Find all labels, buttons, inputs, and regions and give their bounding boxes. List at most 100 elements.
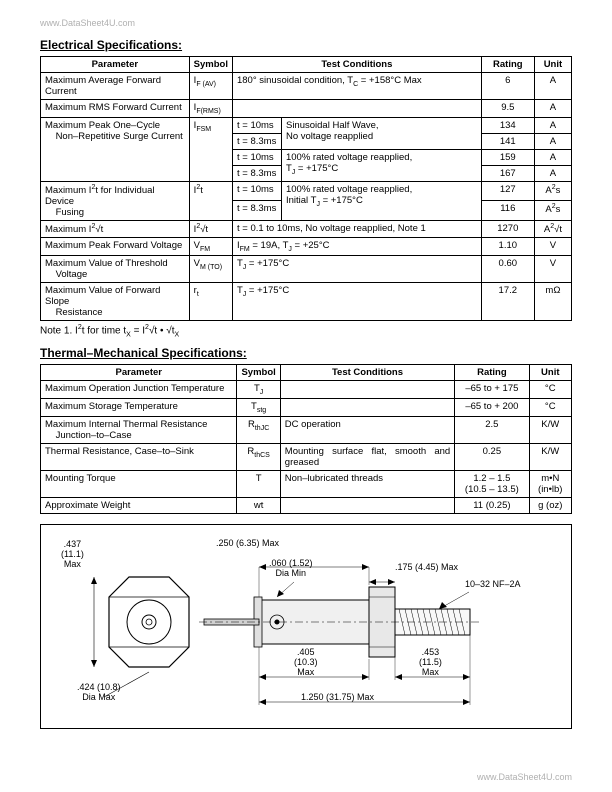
unit: m•N(in•lb) — [529, 471, 571, 498]
symbol: VM (TO) — [189, 256, 232, 283]
unit: A2√t — [534, 221, 571, 238]
watermark-top: www.DataSheet4U.com — [40, 18, 135, 28]
symbol: VFM — [189, 238, 232, 256]
tc: DC operation — [280, 417, 454, 444]
therm-spec-title: Thermal–Mechanical Specifications: — [40, 346, 572, 360]
symbol: rt — [189, 283, 232, 321]
param: Maximum I2√t — [41, 221, 190, 238]
tc: TJ = +175°C — [232, 283, 481, 321]
rating: 17.2 — [481, 283, 534, 321]
unit: A — [534, 165, 571, 181]
rating: –65 to + 175 — [455, 381, 529, 399]
param: Maximum Value of Threshold Voltage — [41, 256, 190, 283]
dim-405: .405(10.3)Max — [294, 648, 318, 678]
th-test-conditions: Test Conditions — [280, 365, 454, 381]
rating: 134 — [481, 117, 534, 133]
tc — [232, 100, 481, 118]
unit: A2s — [534, 181, 571, 201]
dim-thread: 10–32 NF–2A — [465, 580, 521, 590]
tc: t = 0.1 to 10ms, No voltage reapplied, N… — [232, 221, 481, 238]
th-unit: Unit — [534, 57, 571, 73]
symbol: I2t — [189, 181, 232, 220]
rating: 6 — [481, 73, 534, 100]
th-symbol: Symbol — [189, 57, 232, 73]
param: Maximum I2t for Individual Device Fusing — [41, 181, 190, 220]
unit: °C — [529, 381, 571, 399]
tc: Mounting surface flat, smooth and grease… — [280, 444, 454, 471]
param: Thermal Resistance, Case–to–Sink — [41, 444, 237, 471]
note-1: Note 1. I2t for time tX = I2√t • √tX — [40, 324, 572, 338]
unit: V — [534, 238, 571, 256]
dimension-drawing: .437(11.1)Max .250 (6.35) Max .060 (1.52… — [40, 524, 572, 729]
tc: Sinusoidal Half Wave,No voltage reapplie… — [281, 117, 481, 149]
th-parameter: Parameter — [41, 57, 190, 73]
symbol: RthJC — [237, 417, 280, 444]
rating: –65 to + 200 — [455, 399, 529, 417]
page-content: Electrical Specifications: Parameter Sym… — [0, 0, 612, 749]
th-parameter: Parameter — [41, 365, 237, 381]
unit: °C — [529, 399, 571, 417]
unit: K/W — [529, 417, 571, 444]
rating: 159 — [481, 149, 534, 165]
dim-453: .453(11.5)Max — [419, 648, 442, 678]
unit: g (oz) — [529, 498, 571, 514]
symbol: Tstg — [237, 399, 280, 417]
tc: 100% rated voltage reapplied,Initial TJ … — [281, 181, 481, 220]
symbol: IF(RMS) — [189, 100, 232, 118]
unit: A — [534, 117, 571, 133]
rating: 116 — [481, 201, 534, 221]
param: Approximate Weight — [41, 498, 237, 514]
rating: 167 — [481, 165, 534, 181]
rating: 1270 — [481, 221, 534, 238]
unit: V — [534, 256, 571, 283]
tc — [280, 381, 454, 399]
symbol: wt — [237, 498, 280, 514]
dim-424: .424 (10.8)Dia Max — [77, 683, 121, 703]
th-unit: Unit — [529, 365, 571, 381]
symbol: IFSM — [189, 117, 232, 181]
tc: 100% rated voltage reapplied,TJ = +175°C — [281, 149, 481, 181]
symbol: TJ — [237, 381, 280, 399]
tc: 180° sinusoidal condition, TC = +158°C M… — [232, 73, 481, 100]
rating: 2.5 — [455, 417, 529, 444]
th-rating: Rating — [455, 365, 529, 381]
therm-spec-table: Parameter Symbol Test Conditions Rating … — [40, 364, 572, 514]
param: Maximum Internal Thermal Resistance Junc… — [41, 417, 237, 444]
elec-spec-table: Parameter Symbol Test Conditions Rating … — [40, 56, 572, 321]
tc-t: t = 8.3ms — [232, 165, 281, 181]
rating: 141 — [481, 133, 534, 149]
th-symbol: Symbol — [237, 365, 280, 381]
tc: TJ = +175°C — [232, 256, 481, 283]
tc: Non–lubricated threads — [280, 471, 454, 498]
symbol: RthCS — [237, 444, 280, 471]
tc-t: t = 10ms — [232, 149, 281, 165]
unit: A — [534, 149, 571, 165]
tc — [280, 498, 454, 514]
watermark-bottom: www.DataSheet4U.com — [477, 772, 572, 782]
rating: 9.5 — [481, 100, 534, 118]
rating: 1.2 – 1.5(10.5 – 13.5) — [455, 471, 529, 498]
tc: IFM = 19A, TJ = +25°C — [232, 238, 481, 256]
tc-t: t = 10ms — [232, 117, 281, 133]
dim-175: .175 (4.45) Max — [395, 563, 458, 573]
tc — [280, 399, 454, 417]
unit: A2s — [534, 201, 571, 221]
unit: A — [534, 73, 571, 100]
dim-437: .437(11.1)Max — [61, 540, 84, 570]
dim-1250: 1.250 (31.75) Max — [301, 693, 374, 703]
param: Mounting Torque — [41, 471, 237, 498]
symbol: IF (AV) — [189, 73, 232, 100]
unit: mΩ — [534, 283, 571, 321]
th-rating: Rating — [481, 57, 534, 73]
symbol: I2√t — [189, 221, 232, 238]
rating: 1.10 — [481, 238, 534, 256]
rating: 0.60 — [481, 256, 534, 283]
elec-spec-title: Electrical Specifications: — [40, 38, 572, 52]
param: Maximum Peak One–Cycle Non–Repetitive Su… — [41, 117, 190, 181]
tc-t: t = 10ms — [232, 181, 281, 201]
tc-t: t = 8.3ms — [232, 201, 281, 221]
tc-t: t = 8.3ms — [232, 133, 281, 149]
unit: A — [534, 133, 571, 149]
param: Maximum Operation Junction Temperature — [41, 381, 237, 399]
rating: 127 — [481, 181, 534, 201]
